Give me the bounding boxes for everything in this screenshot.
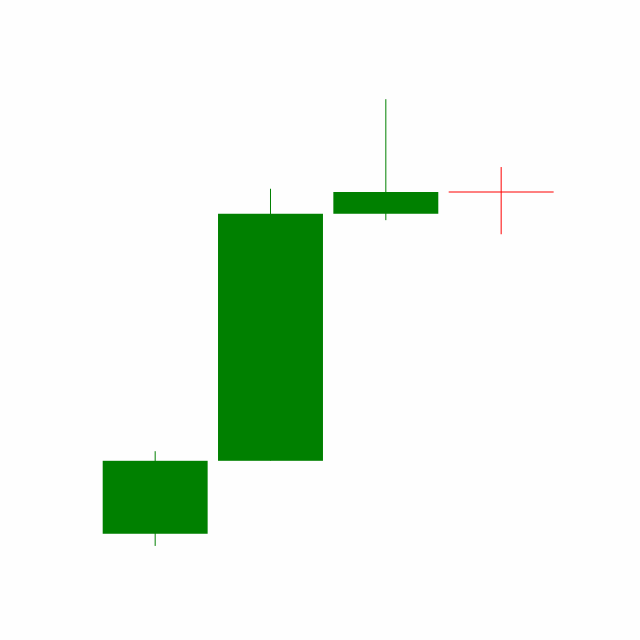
candle-body [218,213,323,461]
candle-body [102,460,208,534]
candle-body [333,192,439,214]
